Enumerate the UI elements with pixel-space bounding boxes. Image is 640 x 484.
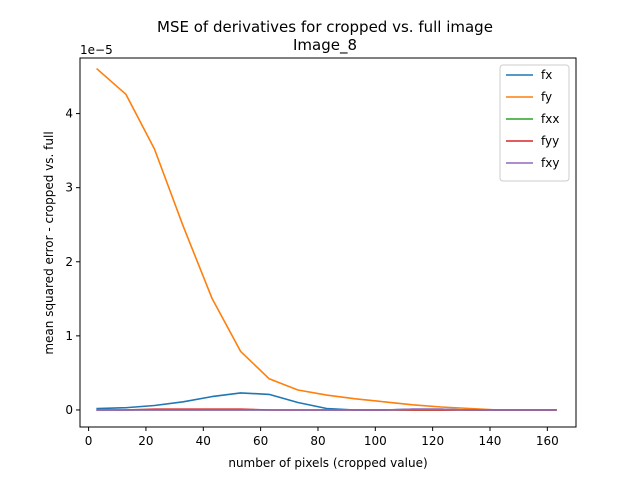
x-tick-label: 0 — [85, 434, 93, 448]
ticks-layer: 0 20 40 60 80 100 120 140 160 0 1 2 3 4 — [65, 107, 558, 448]
legend-label-fy: fy — [541, 90, 552, 104]
chart-title: MSE of derivatives for cropped vs. full … — [157, 18, 493, 36]
chart-subtitle: Image_8 — [293, 36, 357, 55]
series-line-fy — [96, 67, 557, 411]
y-tick-label: 0 — [65, 403, 73, 417]
legend-label-fx: fx — [541, 68, 552, 82]
x-tick-label: 140 — [479, 434, 502, 448]
y-multiplier-label: 1e−5 — [80, 43, 113, 57]
x-tick-label: 160 — [536, 434, 559, 448]
legend-label-fxy: fxy — [541, 156, 559, 170]
y-tick-label: 2 — [65, 255, 73, 269]
y-tick-label: 1 — [65, 329, 73, 343]
series-line-fxy — [96, 408, 557, 411]
y-tick-label: 3 — [65, 181, 73, 195]
y-axis-label: mean squared error - cropped vs. full — [42, 131, 56, 354]
series-layer — [96, 67, 557, 411]
x-tick-label: 60 — [253, 434, 268, 448]
x-axis-label: number of pixels (cropped value) — [228, 456, 427, 470]
legend-label-fyy: fyy — [541, 134, 559, 148]
x-tick-label: 100 — [364, 434, 387, 448]
x-tick-label: 20 — [138, 434, 153, 448]
legend-label-fxx: fxx — [541, 112, 559, 126]
x-tick-label: 40 — [196, 434, 211, 448]
x-tick-label: 80 — [310, 434, 325, 448]
legend-box — [499, 64, 570, 182]
x-tick-label: 120 — [421, 434, 444, 448]
y-tick-label: 4 — [65, 107, 73, 121]
plot-frame — [79, 57, 577, 428]
legend: fx fy fxx fyy fxy — [499, 64, 570, 182]
